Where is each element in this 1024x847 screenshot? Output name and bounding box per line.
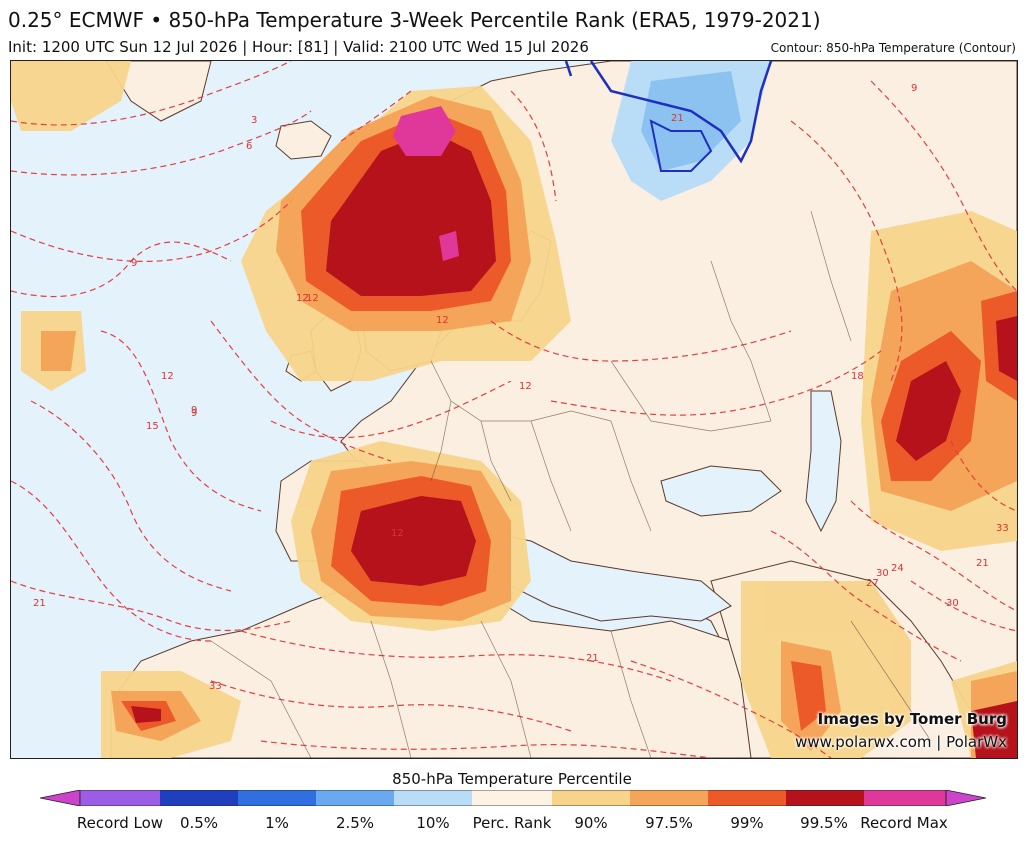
legend-swatch xyxy=(316,790,394,806)
contour-label: 27 xyxy=(866,578,879,589)
legend-label: 97.5% xyxy=(645,814,693,832)
contour-label: 9 xyxy=(131,258,137,269)
country-borders xyxy=(210,210,932,758)
shading-record-max xyxy=(393,106,459,261)
contour-label: 9 xyxy=(191,405,197,416)
contour-label: 24 xyxy=(891,563,904,574)
contour-labels: 3 6 9 12 9 12 12 12 15 12 12 18 21 21 21… xyxy=(33,83,1009,692)
legend-swatch xyxy=(864,790,946,806)
credit-website: www.polarwx.com | PolarWx xyxy=(795,733,1007,751)
legend-swatch xyxy=(472,790,552,806)
contour-label: 12 xyxy=(519,381,532,392)
contour-label: 21 xyxy=(671,113,684,124)
legend-swatch xyxy=(786,790,864,806)
legend-swatch xyxy=(394,790,472,806)
contour-label: 12 xyxy=(306,293,319,304)
legend-colorbar xyxy=(40,790,986,806)
temperature-contours xyxy=(11,61,1017,758)
contour-label: 21 xyxy=(586,653,599,664)
legend-swatch xyxy=(552,790,630,806)
legend-labels: Record Low 0.5% 1% 2.5% 10% Perc. Rank 9… xyxy=(0,814,1024,834)
map-panel: 3 6 9 12 9 12 12 12 15 12 12 18 21 21 21… xyxy=(10,60,1018,759)
map-subtitle: Init: 1200 UTC Sun 12 Jul 2026 | Hour: [… xyxy=(8,38,589,56)
contour-label: 6 xyxy=(246,141,252,152)
contour-label: 21 xyxy=(976,558,989,569)
contour-label: 30 xyxy=(876,568,889,579)
legend-label: Record Low xyxy=(76,814,164,832)
legend-label: Perc. Rank xyxy=(472,814,552,832)
contour-label: 3 xyxy=(251,115,257,126)
contour-label: 12 xyxy=(391,528,404,539)
map-title: 0.25° ECMWF • 850-hPa Temperature 3-Week… xyxy=(8,8,821,32)
legend-label: 99.5% xyxy=(800,814,848,832)
contour-label: 30 xyxy=(946,598,959,609)
map-svg: 3 6 9 12 9 12 12 12 15 12 12 18 21 21 21… xyxy=(11,61,1017,758)
legend-label: 2.5% xyxy=(335,814,375,832)
legend-title: 850-hPa Temperature Percentile xyxy=(392,770,632,788)
legend-swatch xyxy=(80,790,160,806)
legend-arrow-right xyxy=(945,790,986,806)
contour-label: 12 xyxy=(161,371,174,382)
credit-author: Images by Tomer Burg xyxy=(817,710,1007,728)
legend-label: Record Max xyxy=(860,814,948,832)
legend-label: 99% xyxy=(730,814,764,832)
legend-swatch xyxy=(630,790,708,806)
legend-label: 0.5% xyxy=(179,814,219,832)
legend-label: 1% xyxy=(265,814,289,832)
shading-995pct xyxy=(131,131,1017,758)
legend-swatch xyxy=(238,790,316,806)
contour-label: 15 xyxy=(146,421,159,432)
contour-label: 12 xyxy=(436,315,449,326)
legend-label: 10% xyxy=(416,814,450,832)
legend-label: 90% xyxy=(574,814,608,832)
contour-label: 21 xyxy=(33,598,46,609)
legend-swatch xyxy=(160,790,238,806)
contour-label: 9 xyxy=(911,83,917,94)
contour-note: Contour: 850-hPa Temperature (Contour) xyxy=(770,41,1016,55)
legend-arrow-left xyxy=(40,790,81,806)
contour-label: 12 xyxy=(296,293,309,304)
contour-label: 18 xyxy=(851,371,864,382)
contour-label: 9 xyxy=(191,408,197,419)
contour-label: 33 xyxy=(996,523,1009,534)
legend-swatch xyxy=(708,790,786,806)
shading-cold xyxy=(564,61,773,201)
contour-label: 33 xyxy=(209,681,222,692)
